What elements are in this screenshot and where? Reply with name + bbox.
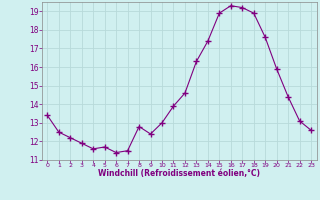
X-axis label: Windchill (Refroidissement éolien,°C): Windchill (Refroidissement éolien,°C) bbox=[98, 169, 260, 178]
